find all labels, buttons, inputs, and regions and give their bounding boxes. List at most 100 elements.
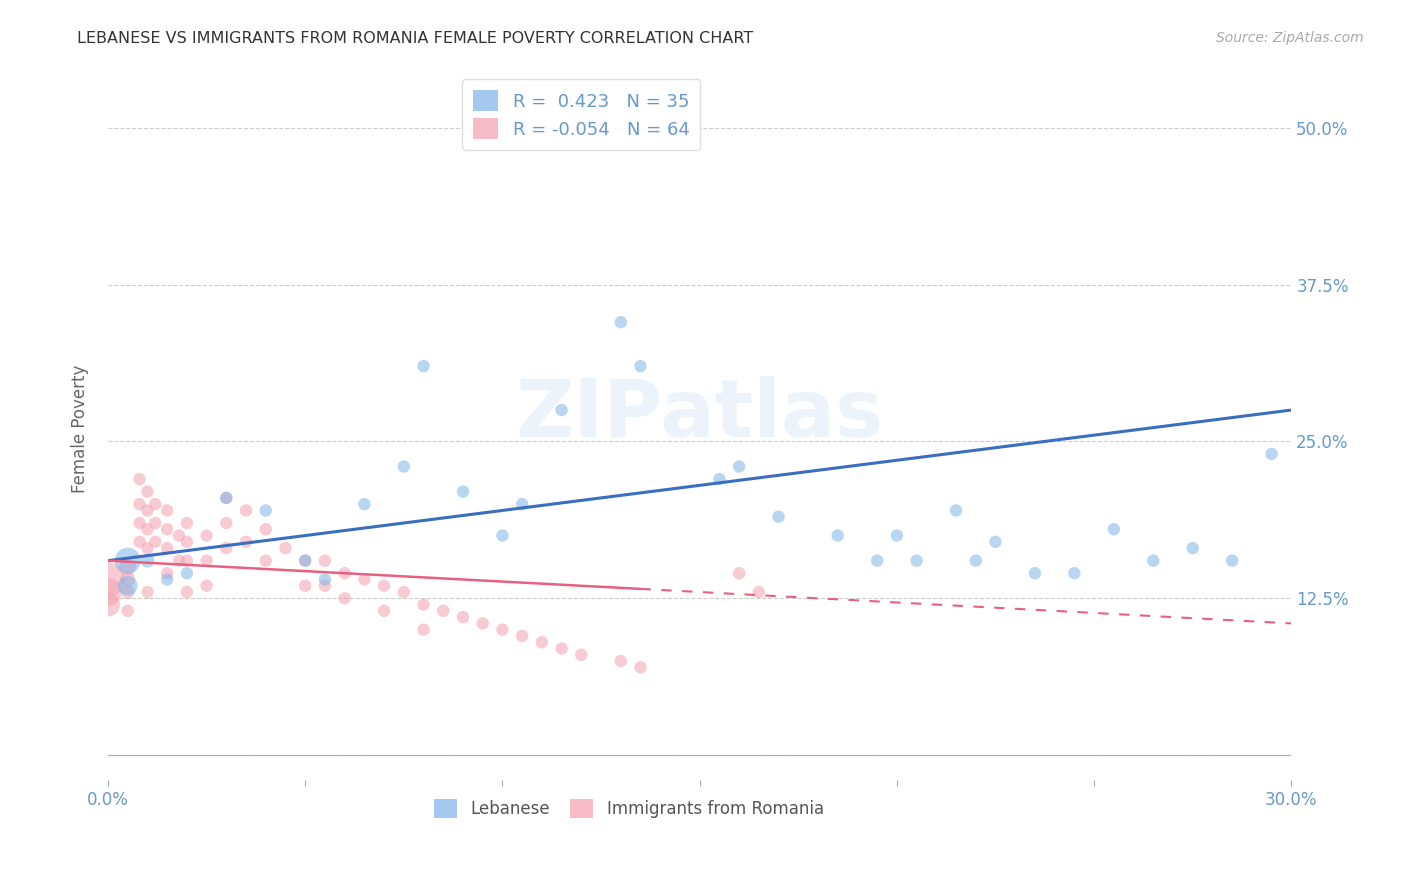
Point bbox=[886, 528, 908, 542]
Point bbox=[195, 554, 218, 568]
Point bbox=[294, 579, 316, 593]
Point bbox=[984, 534, 1007, 549]
Point bbox=[432, 604, 454, 618]
Point bbox=[117, 579, 139, 593]
Point bbox=[768, 509, 790, 524]
Point bbox=[314, 579, 336, 593]
Point bbox=[412, 359, 434, 373]
Point bbox=[510, 629, 533, 643]
Point bbox=[630, 660, 652, 674]
Point bbox=[333, 566, 356, 581]
Point bbox=[136, 585, 159, 599]
Point bbox=[412, 598, 434, 612]
Point bbox=[215, 491, 238, 505]
Text: ZIPatlas: ZIPatlas bbox=[516, 376, 884, 454]
Point bbox=[333, 591, 356, 606]
Point bbox=[274, 541, 297, 555]
Point bbox=[392, 459, 415, 474]
Point bbox=[156, 503, 179, 517]
Point bbox=[117, 560, 139, 574]
Point bbox=[1063, 566, 1085, 581]
Point bbox=[136, 484, 159, 499]
Point bbox=[176, 516, 198, 530]
Point bbox=[136, 541, 159, 555]
Point bbox=[569, 648, 592, 662]
Point bbox=[254, 503, 277, 517]
Point bbox=[728, 566, 751, 581]
Point bbox=[491, 528, 513, 542]
Point bbox=[491, 623, 513, 637]
Point bbox=[176, 554, 198, 568]
Point bbox=[176, 585, 198, 599]
Text: LEBANESE VS IMMIGRANTS FROM ROMANIA FEMALE POVERTY CORRELATION CHART: LEBANESE VS IMMIGRANTS FROM ROMANIA FEMA… bbox=[77, 31, 754, 46]
Point bbox=[156, 566, 179, 581]
Point bbox=[117, 573, 139, 587]
Point bbox=[905, 554, 928, 568]
Point bbox=[294, 554, 316, 568]
Point bbox=[353, 497, 375, 511]
Point bbox=[176, 534, 198, 549]
Point bbox=[195, 528, 218, 542]
Point bbox=[610, 654, 633, 668]
Point bbox=[1024, 566, 1046, 581]
Point bbox=[630, 359, 652, 373]
Point bbox=[235, 503, 257, 517]
Point bbox=[136, 554, 159, 568]
Point bbox=[128, 534, 150, 549]
Point bbox=[530, 635, 553, 649]
Point bbox=[195, 579, 218, 593]
Point bbox=[1181, 541, 1204, 555]
Point bbox=[728, 459, 751, 474]
Point bbox=[156, 522, 179, 536]
Point bbox=[1102, 522, 1125, 536]
Point bbox=[373, 604, 395, 618]
Point bbox=[353, 573, 375, 587]
Point bbox=[117, 604, 139, 618]
Point bbox=[965, 554, 987, 568]
Point bbox=[143, 497, 166, 511]
Point bbox=[128, 472, 150, 486]
Point bbox=[97, 598, 120, 612]
Point bbox=[117, 554, 139, 568]
Point bbox=[294, 554, 316, 568]
Point bbox=[392, 585, 415, 599]
Point bbox=[136, 503, 159, 517]
Point bbox=[215, 541, 238, 555]
Point bbox=[156, 541, 179, 555]
Point bbox=[97, 585, 120, 599]
Point bbox=[1260, 447, 1282, 461]
Point bbox=[471, 616, 494, 631]
Point bbox=[235, 534, 257, 549]
Point bbox=[215, 516, 238, 530]
Point bbox=[254, 522, 277, 536]
Point bbox=[945, 503, 967, 517]
Point bbox=[610, 315, 633, 329]
Point bbox=[143, 534, 166, 549]
Point bbox=[314, 554, 336, 568]
Point bbox=[215, 491, 238, 505]
Point bbox=[451, 610, 474, 624]
Text: Source: ZipAtlas.com: Source: ZipAtlas.com bbox=[1216, 31, 1364, 45]
Point bbox=[1142, 554, 1164, 568]
Point bbox=[748, 585, 770, 599]
Point bbox=[1220, 554, 1243, 568]
Point bbox=[550, 641, 572, 656]
Point bbox=[136, 522, 159, 536]
Point bbox=[510, 497, 533, 511]
Point bbox=[156, 573, 179, 587]
Point bbox=[550, 403, 572, 417]
Point bbox=[167, 528, 190, 542]
Point bbox=[117, 585, 139, 599]
Y-axis label: Female Poverty: Female Poverty bbox=[72, 365, 89, 493]
Point bbox=[373, 579, 395, 593]
Point bbox=[827, 528, 849, 542]
Point bbox=[254, 554, 277, 568]
Point bbox=[128, 497, 150, 511]
Point bbox=[143, 516, 166, 530]
Point bbox=[176, 566, 198, 581]
Legend: Lebanese, Immigrants from Romania: Lebanese, Immigrants from Romania bbox=[427, 792, 831, 825]
Point bbox=[314, 573, 336, 587]
Point bbox=[167, 554, 190, 568]
Point bbox=[866, 554, 889, 568]
Point bbox=[451, 484, 474, 499]
